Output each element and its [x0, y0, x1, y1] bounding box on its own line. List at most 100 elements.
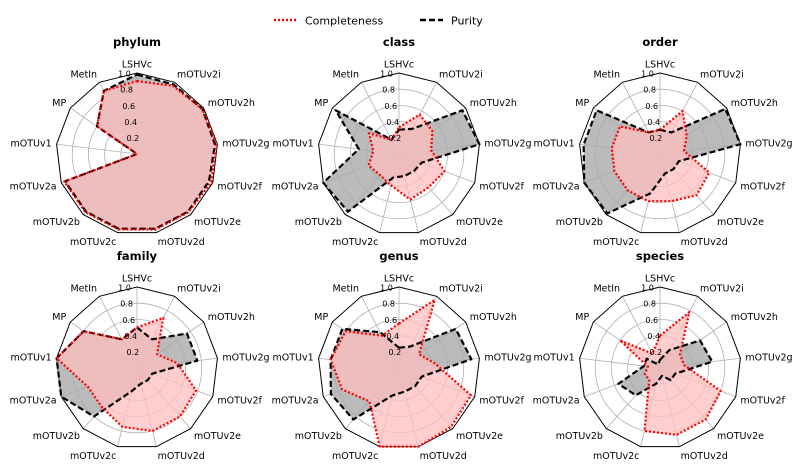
r-tick-label: 1.0: [380, 70, 393, 79]
r-tick-label: 0.8: [382, 86, 395, 95]
axis-label: mOTUv2e: [456, 217, 503, 228]
legend: Completeness Purity: [274, 15, 483, 28]
legend-label-purity: Purity: [451, 15, 483, 28]
r-tick-label: 0.8: [120, 86, 133, 95]
axis-label: MP: [52, 98, 66, 109]
r-tick-label: 0.2: [389, 348, 402, 357]
axis-label: mOTUv2g: [745, 139, 792, 150]
axis-label: LSHVc: [122, 273, 152, 284]
axis-label: mOTUv2c: [332, 451, 378, 462]
purity-line: [322, 109, 481, 213]
radar-panels: phylum0.20.40.60.81.0LSHVcmOTUv2imOTUv2h…: [10, 35, 793, 462]
axis-label: MP: [314, 312, 328, 323]
axis-label: mOTUv2b: [556, 431, 603, 442]
r-tick-label: 0.2: [650, 348, 663, 357]
completeness-line: [329, 298, 473, 448]
completeness-area: [368, 114, 445, 200]
radar-frame: [56, 286, 218, 448]
completeness-area: [611, 110, 710, 202]
r-tick-label: 0.6: [122, 316, 135, 325]
r-tick-label: 0.2: [127, 348, 140, 357]
r-tick-label: 0.8: [382, 300, 395, 309]
axis-label: mOTUv2b: [295, 431, 342, 442]
r-tick-label: 0.4: [386, 118, 399, 127]
r-tick-label: 0.2: [650, 134, 663, 143]
axis-label: LSHVc: [384, 59, 414, 70]
axis-label: mOTUv2a: [272, 182, 319, 193]
purity-line: [617, 339, 714, 397]
r-tick-label: 0.4: [647, 332, 660, 341]
legend-label-completeness: Completeness: [305, 15, 383, 28]
axis-label: mOTUv2i: [177, 284, 221, 295]
r-tick-label: 0.6: [645, 316, 658, 325]
axis-label: mOTUv2b: [295, 217, 342, 228]
completeness-line: [618, 310, 722, 436]
r-tick-label: 1.0: [380, 284, 393, 293]
r-tick-label: 0.2: [127, 134, 140, 143]
axis-label: mOTUv2a: [272, 396, 319, 407]
axis-label: mOTUv2i: [439, 284, 483, 295]
axis-label: LSHVc: [645, 273, 675, 284]
axis-label: LSHVc: [384, 273, 414, 284]
axis-label: mOTUv2c: [70, 237, 116, 248]
panel-title: phylum: [113, 35, 161, 49]
axis-label: mOTUv2h: [208, 312, 255, 323]
axis-label: MP: [575, 98, 589, 109]
axis-label: mOTUv2f: [479, 396, 524, 407]
axis-label: mOTUv2i: [700, 284, 744, 295]
r-tick-label: 0.6: [122, 102, 135, 111]
completeness-line: [610, 109, 711, 203]
axis-label: mOTUv2f: [740, 182, 785, 193]
axis-label: mOTUv2d: [681, 451, 728, 462]
axis-label: mOTUv2h: [731, 98, 778, 109]
purity-line: [63, 73, 217, 230]
axis-label: mOTUv1: [272, 353, 313, 364]
axis-label: MetIn: [593, 284, 620, 295]
r-tick-label: 1.0: [118, 70, 131, 79]
r-tick-label: 0.4: [647, 118, 660, 127]
axis-label: MP: [314, 98, 328, 109]
panel-title: species: [636, 249, 684, 263]
completeness-area: [64, 81, 217, 230]
axis-label: mOTUv2b: [33, 217, 80, 228]
axis-label: mOTUv2e: [717, 217, 764, 228]
axis-label: LSHVc: [122, 59, 152, 70]
axis-label: mOTUv2e: [194, 217, 241, 228]
axis-label: mOTUv1: [533, 353, 574, 364]
axis-label: mOTUv2c: [70, 451, 116, 462]
axis-label: MetIn: [593, 70, 620, 81]
axis-label: mOTUv2h: [208, 98, 255, 109]
r-tick-label: 0.8: [643, 300, 656, 309]
axis-label: mOTUv1: [272, 139, 313, 150]
axis-label: mOTUv2b: [33, 431, 80, 442]
axis-label: mOTUv1: [10, 353, 51, 364]
axis-label: mOTUv1: [533, 139, 574, 150]
axis-label: LSHVc: [645, 59, 675, 70]
radar-frame: [56, 72, 218, 234]
grid-spoke: [56, 143, 138, 155]
axis-label: MetIn: [332, 284, 359, 295]
axis-label: mOTUv2i: [439, 70, 483, 81]
r-tick-label: 0.4: [124, 332, 137, 341]
r-tick-label: 0.8: [643, 86, 656, 95]
axis-label: mOTUv2g: [484, 353, 531, 364]
r-tick-label: 0.6: [384, 102, 397, 111]
axis-label: mOTUv2d: [158, 451, 205, 462]
axis-label: mOTUv1: [10, 139, 51, 150]
axis-label: mOTUv2c: [332, 237, 378, 248]
completeness-line: [55, 316, 198, 433]
axis-label: mOTUv2g: [745, 353, 792, 364]
axis-label: MP: [575, 312, 589, 323]
r-tick-label: 1.0: [641, 70, 654, 79]
axis-label: mOTUv2d: [158, 237, 205, 248]
radar-frame: [579, 286, 741, 448]
axis-label: mOTUv2g: [222, 353, 269, 364]
axis-label: mOTUv2i: [700, 70, 744, 81]
r-tick-label: 0.2: [389, 134, 402, 143]
radar-frame: [318, 72, 480, 234]
axis-label: mOTUv2e: [194, 431, 241, 442]
